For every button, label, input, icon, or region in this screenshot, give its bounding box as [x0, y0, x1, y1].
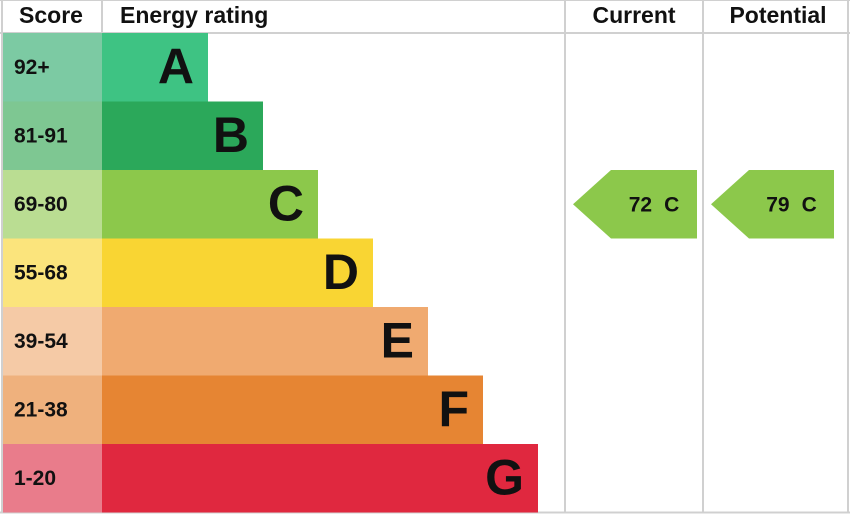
score-label: 69-80 [14, 193, 68, 216]
potential-label: 79 C [766, 193, 817, 216]
band-bar [102, 444, 538, 513]
current-letter: C [664, 193, 679, 216]
band-letter: D [323, 244, 359, 300]
band-letter: E [381, 312, 414, 368]
score-cell [3, 101, 102, 170]
band-bar [102, 307, 428, 376]
score-cell [3, 238, 102, 307]
current-arrow [573, 170, 697, 239]
band-bar [102, 101, 263, 170]
band-bar [102, 33, 208, 102]
current-value: 72 [629, 193, 652, 216]
score-label: 92+ [14, 56, 50, 79]
header-potential: Potential [729, 2, 826, 28]
header-score: Score [19, 2, 83, 28]
score-cell [3, 375, 102, 444]
score-label: 39-54 [14, 330, 68, 353]
current-label: 72 C [629, 193, 680, 216]
band-bar [102, 170, 318, 239]
score-label: 55-68 [14, 261, 68, 284]
potential-letter: C [802, 193, 817, 216]
band-letter: F [438, 381, 469, 437]
header-rating: Energy rating [120, 2, 268, 28]
score-label: 1-20 [14, 467, 56, 490]
band-letter: A [158, 38, 194, 94]
header-current: Current [592, 2, 675, 28]
band-bar [102, 375, 483, 444]
score-cell [3, 307, 102, 376]
potential-value: 79 [766, 193, 789, 216]
score-label: 81-91 [14, 124, 68, 147]
score-cell [3, 170, 102, 239]
band-letter: G [485, 449, 524, 505]
band-letter: C [268, 175, 304, 231]
score-label: 21-38 [14, 398, 68, 421]
score-cell [3, 33, 102, 102]
band-bar [102, 238, 373, 307]
band-letter: B [213, 107, 249, 163]
potential-arrow [711, 170, 834, 239]
score-cell [3, 444, 102, 513]
